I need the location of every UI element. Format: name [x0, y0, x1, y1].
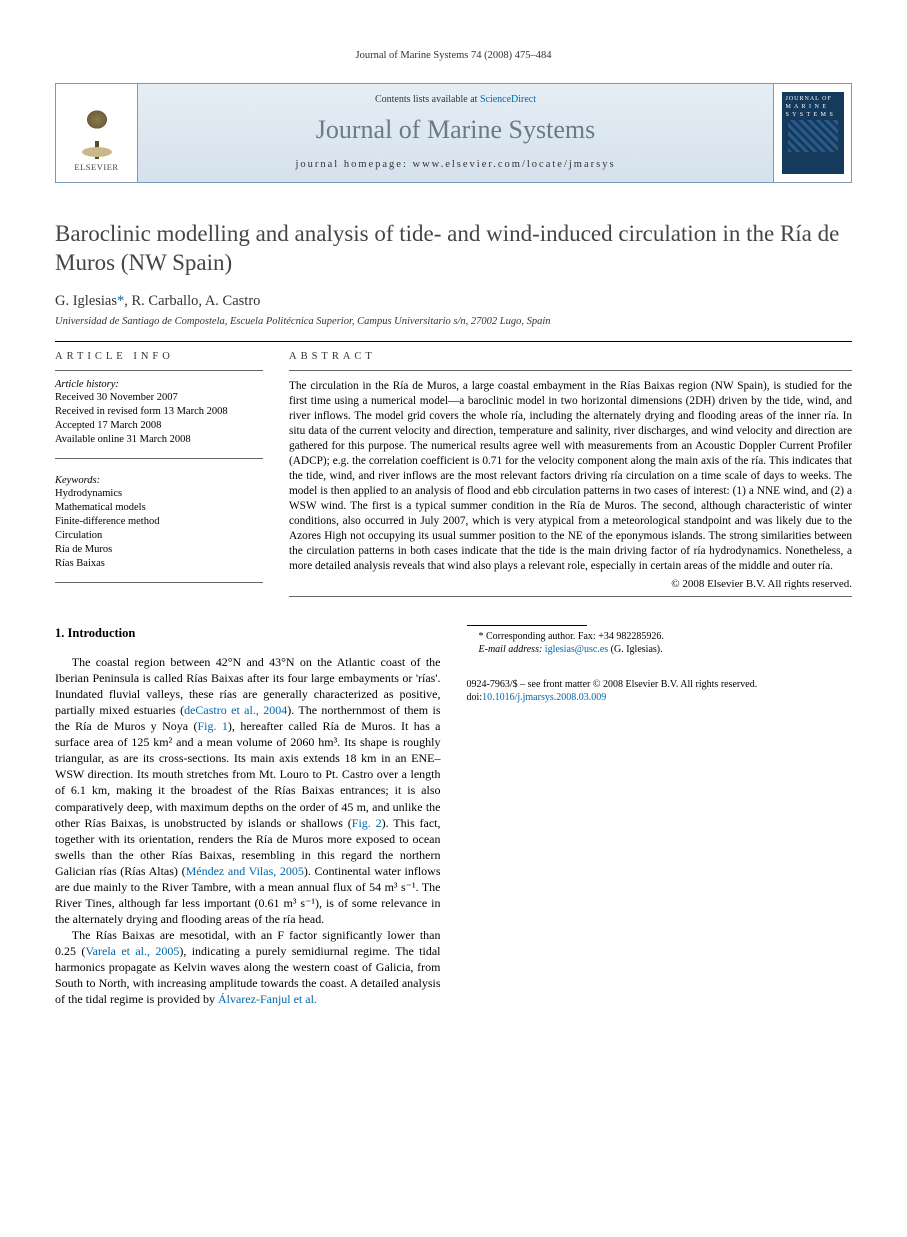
author-3: A. Castro: [205, 293, 261, 309]
journal-name: Journal of Marine Systems: [146, 115, 765, 145]
running-head: Journal of Marine Systems 74 (2008) 475–…: [55, 50, 852, 61]
cover-text: JOURNAL OF M A R I N E S Y S T E M S: [786, 96, 840, 119]
doi-link[interactable]: 10.1016/j.jmarsys.2008.03.009: [482, 692, 606, 703]
sciencedirect-link[interactable]: ScienceDirect: [480, 94, 536, 105]
body-two-column: 1. Introduction The coastal region betwe…: [55, 625, 852, 1007]
email-label: E-mail address:: [479, 644, 543, 655]
keyword: Hydrodynamics: [55, 487, 263, 501]
ref-mendez-vilas-2005[interactable]: Méndez and Vilas, 2005: [186, 864, 304, 878]
author-list: G. Iglesias*, R. Carballo, A. Castro: [55, 293, 852, 310]
doi-line: doi:10.1016/j.jmarsys.2008.03.009: [467, 691, 853, 704]
intro-paragraph-2: The Rías Baixas are mesotidal, with an F…: [55, 927, 441, 1007]
keyword: Ría de Muros: [55, 543, 263, 557]
email-footnote: E-mail address: iglesias@usc.es (G. Igle…: [467, 643, 853, 656]
elsevier-logo-cell: ELSEVIER: [56, 84, 138, 182]
history-revised: Received in revised form 13 March 2008: [55, 405, 263, 419]
contents-text: Contents lists available at: [375, 94, 480, 105]
journal-cover-thumb: JOURNAL OF M A R I N E S Y S T E M S: [782, 92, 844, 174]
ref-varela-2005[interactable]: Varela et al., 2005: [85, 944, 179, 958]
ref-fig-1[interactable]: Fig. 1: [197, 719, 227, 733]
ref-alvarez-fanjul[interactable]: Álvarez-Fanjul et al.: [218, 992, 317, 1006]
copyright-line: © 2008 Elsevier B.V. All rights reserved…: [289, 578, 852, 590]
history-head: Article history:: [55, 379, 263, 390]
hr-abs: [289, 370, 852, 371]
keywords-head: Keywords:: [55, 475, 263, 486]
hr-info: [55, 370, 263, 371]
elsevier-tree-icon: [70, 101, 124, 159]
corresponding-author-footnote: * Corresponding author. Fax: +34 9822859…: [467, 630, 853, 643]
abstract-text: The circulation in the Ría de Muros, a l…: [289, 379, 852, 574]
abstract-column: ABSTRACT The circulation in the Ría de M…: [289, 342, 852, 597]
elsevier-wordmark: ELSEVIER: [74, 162, 118, 172]
section-1-title: 1. Introduction: [55, 625, 441, 642]
keyword: Rías Baixas: [55, 557, 263, 571]
affiliation: Universidad de Santiago de Compostela, E…: [55, 316, 852, 327]
issn-copyright-line: 0924-7963/$ – see front matter © 2008 El…: [467, 678, 853, 691]
contents-available-line: Contents lists available at ScienceDirec…: [146, 94, 765, 105]
article-info-column: ARTICLE INFO Article history: Received 3…: [55, 342, 263, 597]
hr-keywords-end: [55, 582, 263, 583]
email-tail: (G. Iglesias).: [608, 644, 662, 655]
author-2: R. Carballo: [132, 293, 199, 309]
keyword: Finite-difference method: [55, 515, 263, 529]
elsevier-logo: ELSEVIER: [63, 94, 131, 172]
history-accepted: Accepted 17 March 2008: [55, 419, 263, 433]
intro-paragraph-1: The coastal region between 42°N and 43°N…: [55, 654, 441, 927]
journal-header-box: ELSEVIER Contents lists available at Sci…: [55, 83, 852, 183]
keyword: Circulation: [55, 529, 263, 543]
cover-thumb-cell: JOURNAL OF M A R I N E S Y S T E M S: [773, 84, 851, 182]
article-info-head: ARTICLE INFO: [55, 342, 263, 370]
journal-homepage: journal homepage: www.elsevier.com/locat…: [146, 159, 765, 170]
front-matter-block: 0924-7963/$ – see front matter © 2008 El…: [467, 678, 853, 704]
ref-fig-2[interactable]: Fig. 2: [352, 816, 382, 830]
author-sep: ,: [124, 293, 131, 309]
author-1: G. Iglesias: [55, 293, 117, 309]
hr-abs-end: [289, 596, 852, 597]
email-link[interactable]: iglesias@usc.es: [545, 644, 608, 655]
abstract-head: ABSTRACT: [289, 342, 852, 370]
ref-decastro-2004[interactable]: deCastro et al., 2004: [184, 703, 287, 717]
article-title: Baroclinic modelling and analysis of tid…: [55, 219, 852, 278]
footnote-rule: [467, 625, 587, 626]
hr-history-end: [55, 458, 263, 459]
footnote-block: * Corresponding author. Fax: +34 9822859…: [467, 625, 853, 656]
history-online: Available online 31 March 2008: [55, 433, 263, 447]
history-received: Received 30 November 2007: [55, 391, 263, 405]
header-center: Contents lists available at ScienceDirec…: [138, 84, 773, 182]
keyword: Mathematical models: [55, 501, 263, 515]
